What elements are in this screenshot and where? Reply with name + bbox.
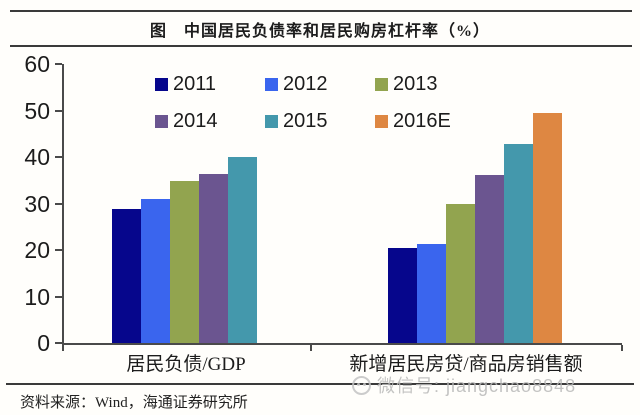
bar-2012-2 [417, 244, 446, 343]
top-divider [10, 10, 632, 12]
watermark: 微信号: jiangchao8848 [352, 372, 576, 398]
y-tick-label: 30 [24, 190, 50, 217]
legend: 2011 2012 2013 2014 2015 2016E [155, 72, 485, 133]
y-tick [55, 156, 62, 158]
y-axis [62, 64, 64, 345]
legend-label: 2015 [283, 110, 328, 132]
bar-2013-2 [446, 204, 475, 343]
legend-item-2011: 2011 [155, 72, 265, 96]
bar-2011-2 [388, 248, 417, 343]
y-tick-label: 60 [24, 51, 50, 77]
bar-2016E-2 [533, 113, 562, 343]
legend-swatch-icon [265, 114, 278, 128]
bar-2011-1 [112, 209, 141, 343]
y-tick [55, 109, 62, 112]
legend-item-2013: 2013 [375, 72, 485, 96]
bar-2015-1 [228, 157, 257, 343]
legend-item-2016E: 2016E [375, 109, 485, 133]
legend-label: 2014 [173, 110, 218, 132]
x-axis [62, 343, 622, 345]
x-tick [621, 345, 623, 351]
y-tick [55, 249, 62, 251]
y-tick-label: 40 [24, 144, 50, 170]
y-tick-label: 0 [37, 330, 50, 356]
y-tick-label: 50 [24, 97, 50, 124]
legend-swatch-icon [155, 114, 168, 128]
y-tick-label: 20 [24, 237, 50, 263]
y-tick-label: 10 [24, 283, 50, 310]
bar-2014-1 [199, 174, 228, 343]
category-label: 居民负债/GDP [126, 354, 246, 375]
chart-title: 图 中国居民负债率和居民购房杠杆率（%） [149, 23, 490, 40]
legend-swatch-icon [375, 114, 388, 128]
legend-swatch-icon [375, 77, 388, 91]
y-tick [55, 202, 62, 205]
category-labels: 居民负债/GDP 新增居民房贷/商品房销售额 [62, 349, 622, 376]
bar-group-2 [388, 64, 562, 343]
x-tick [62, 345, 64, 351]
wechat-icon [352, 375, 371, 395]
title-divider [10, 45, 632, 47]
y-tick [55, 63, 62, 65]
legend-label: 2016E [393, 110, 451, 132]
category-label: 新增居民房贷/商品房销售额 [349, 354, 583, 375]
legend-label: 2012 [283, 73, 328, 95]
bar-2013-1 [170, 181, 199, 343]
watermark-text: 微信号: jiangchao8848 [377, 376, 577, 396]
source-text: 资料来源：Wind，海通证券研究所 [20, 395, 248, 411]
legend-swatch-icon [155, 77, 168, 91]
legend-item-2014: 2014 [155, 109, 265, 133]
bar-2014-2 [475, 175, 504, 343]
y-tick [55, 295, 62, 298]
legend-label: 2011 [173, 73, 217, 95]
bar-group-1 [112, 64, 257, 343]
legend-item-2015: 2015 [265, 109, 375, 133]
legend-item-2012: 2012 [265, 72, 375, 96]
bar-2012-1 [141, 199, 170, 343]
y-tick [55, 342, 62, 344]
legend-swatch-icon [265, 77, 278, 91]
footer-divider [6, 383, 634, 385]
x-tick [310, 345, 312, 351]
bar-2015-2 [504, 144, 533, 343]
legend-label: 2013 [393, 73, 438, 95]
